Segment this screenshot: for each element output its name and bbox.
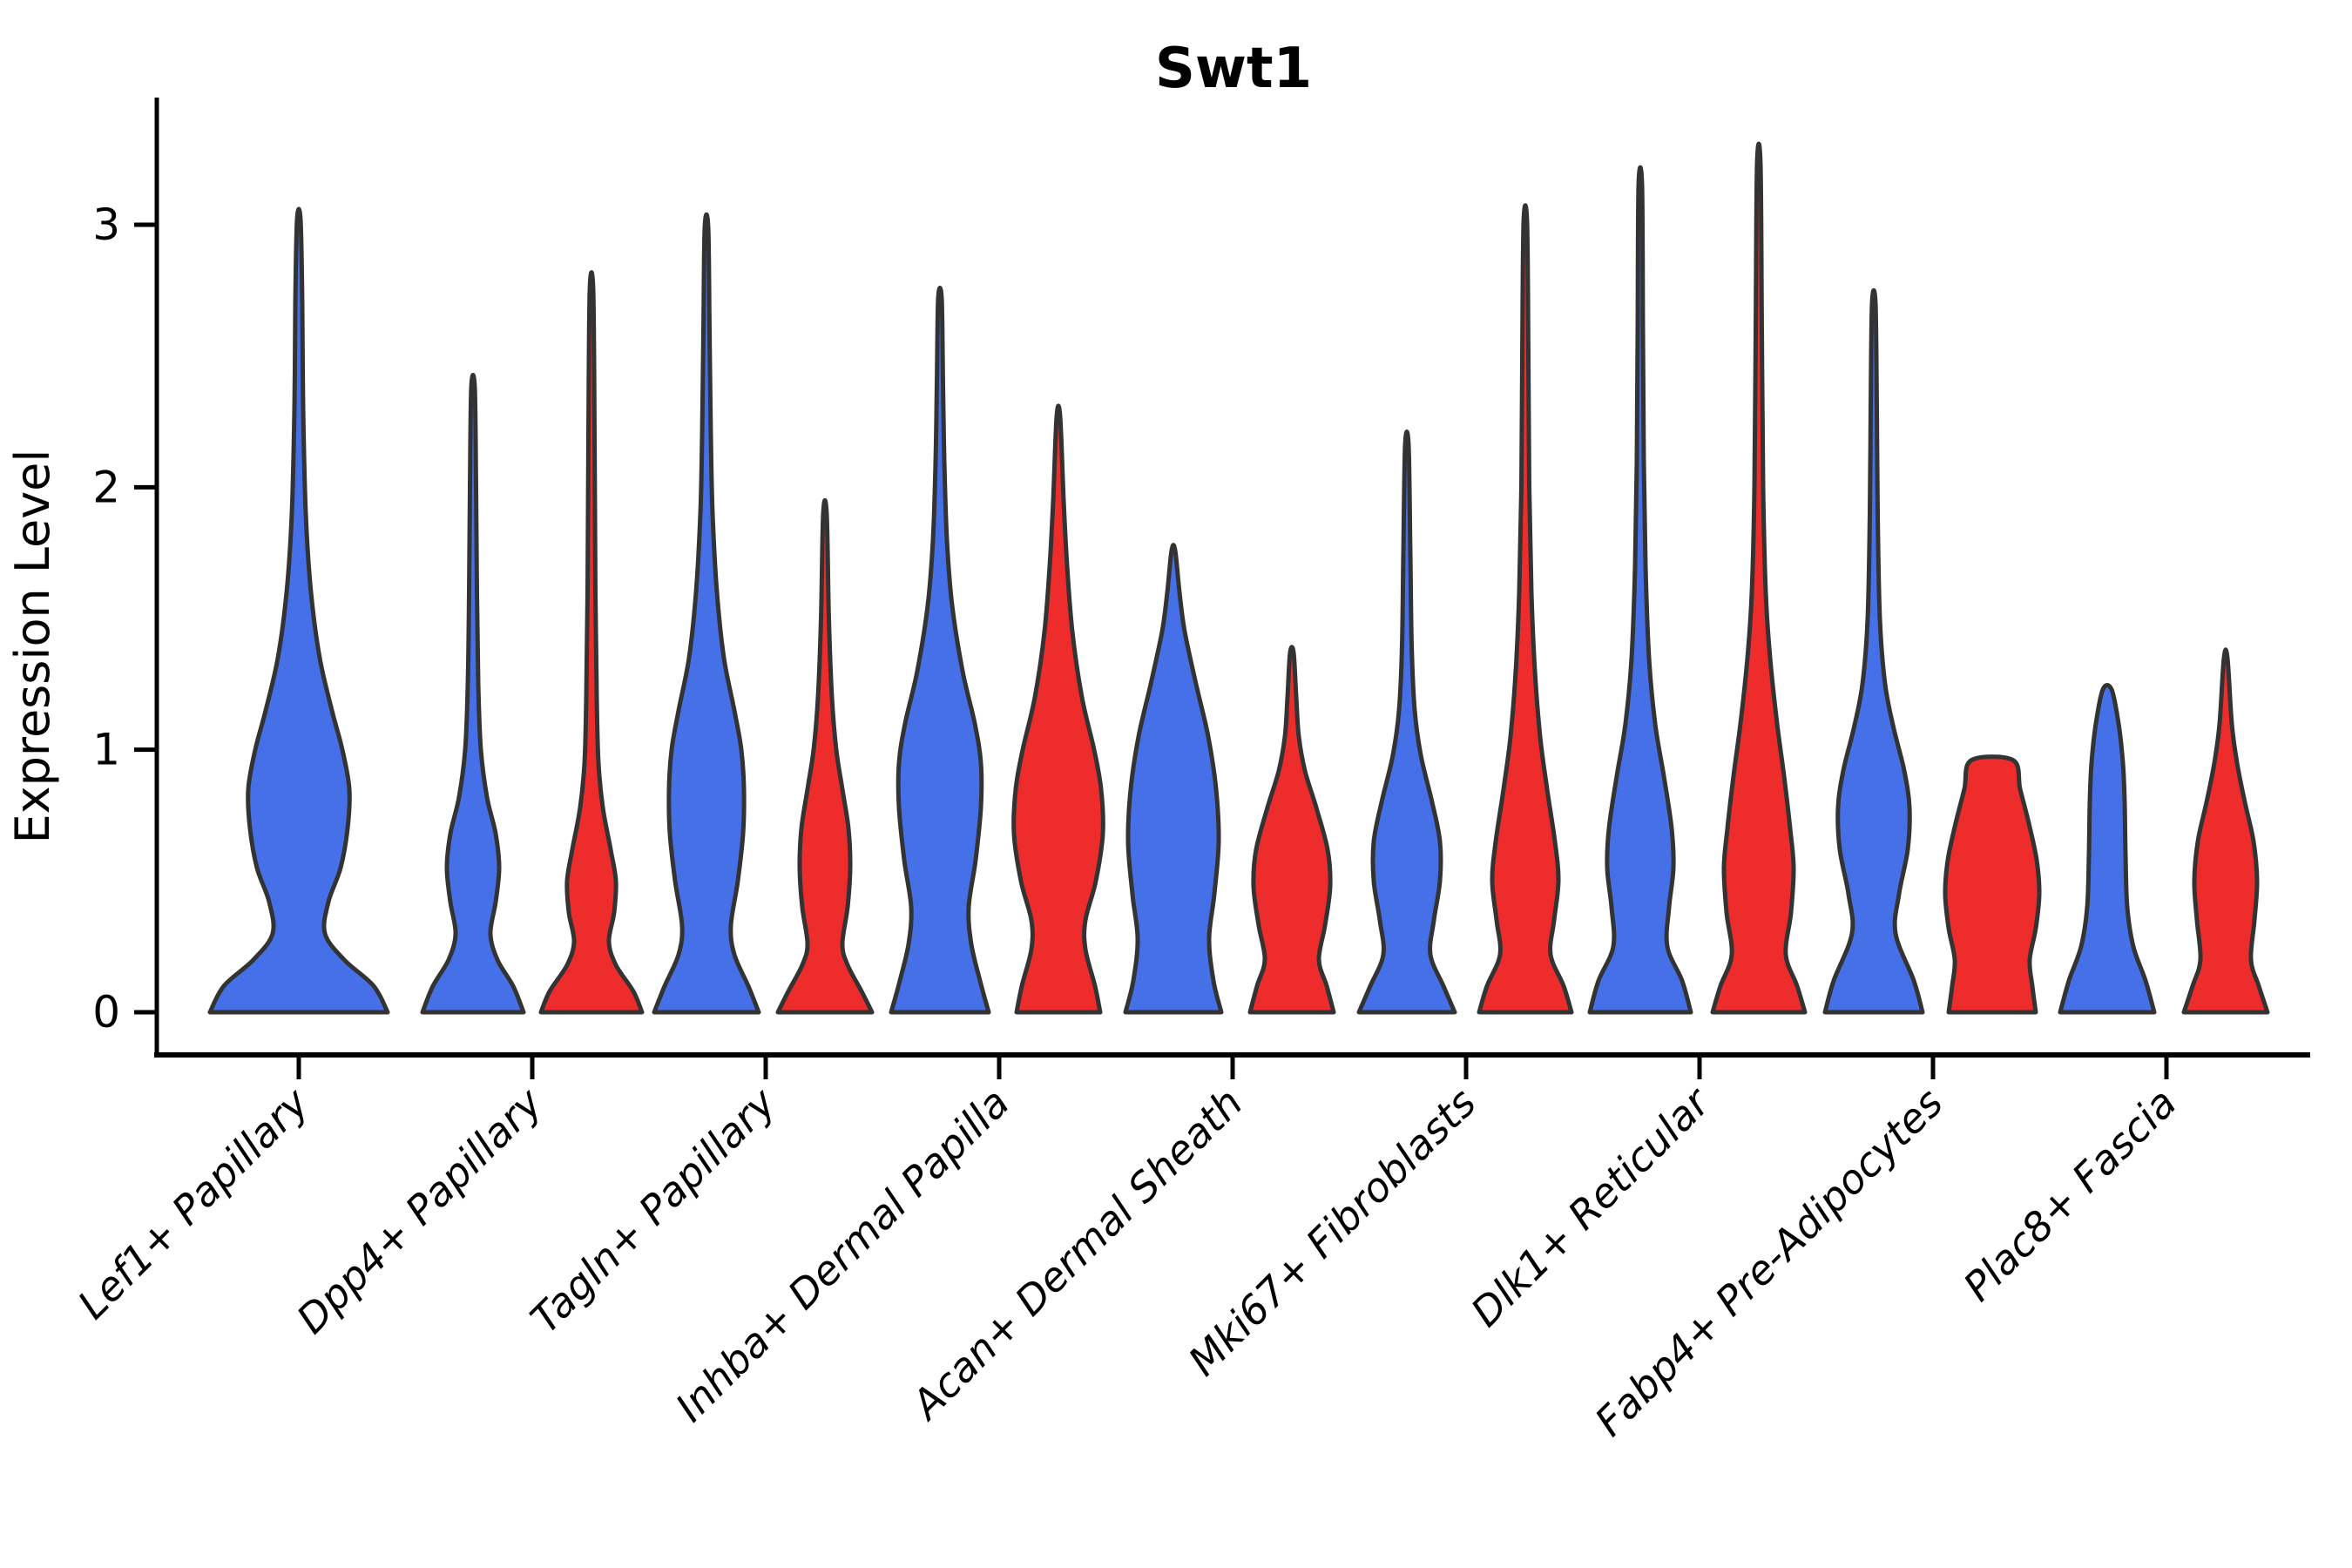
y-tick-label-3: 3: [92, 199, 120, 250]
violin-blue-category-2: [652, 212, 761, 1015]
y-tick-label-0: 0: [92, 987, 120, 1037]
violin-red-category-1: [538, 270, 645, 1015]
x-tick-label-2: Tagln+ Papillary: [521, 1078, 785, 1342]
y-ticks-layer: 0 1 2 3: [92, 199, 157, 1037]
y-tick-label-2: 2: [92, 462, 120, 512]
violin-red-category-5: [1477, 203, 1574, 1015]
violin-blue-category-1: [420, 373, 526, 1015]
violin-blue-category-0: [207, 206, 390, 1015]
violin-red-category-3: [1011, 403, 1105, 1015]
x-tick-label-6: Dlk1+ Reticular: [1462, 1077, 1720, 1335]
violin-blue-category-7: [1822, 287, 1925, 1015]
violin-red-category-2: [775, 497, 875, 1015]
y-tick-label-1: 1: [92, 725, 120, 775]
x-tick-label-0: Lef1+ Papillary: [69, 1078, 318, 1328]
violin-blue-category-8: [2058, 683, 2157, 1015]
violin-blue-category-5: [1356, 429, 1457, 1015]
x-tick-label-1: Dpp4+ Papillary: [287, 1078, 551, 1342]
violin-blue-category-3: [889, 285, 991, 1015]
violin-red-category-4: [1247, 645, 1336, 1015]
y-axis-label: Expression Level: [5, 449, 60, 844]
x-tick-label-8: Plac8+ Fascia: [1954, 1079, 2185, 1310]
violin-blue-category-6: [1587, 165, 1693, 1015]
violin-red-category-6: [1710, 141, 1808, 1015]
violin-blue-category-4: [1123, 543, 1224, 1015]
violin-red-category-8: [2181, 647, 2270, 1015]
violins-layer: [207, 141, 2270, 1015]
violin-red-category-7: [1943, 754, 2042, 1015]
chart-title: Swt1: [1155, 37, 1312, 101]
